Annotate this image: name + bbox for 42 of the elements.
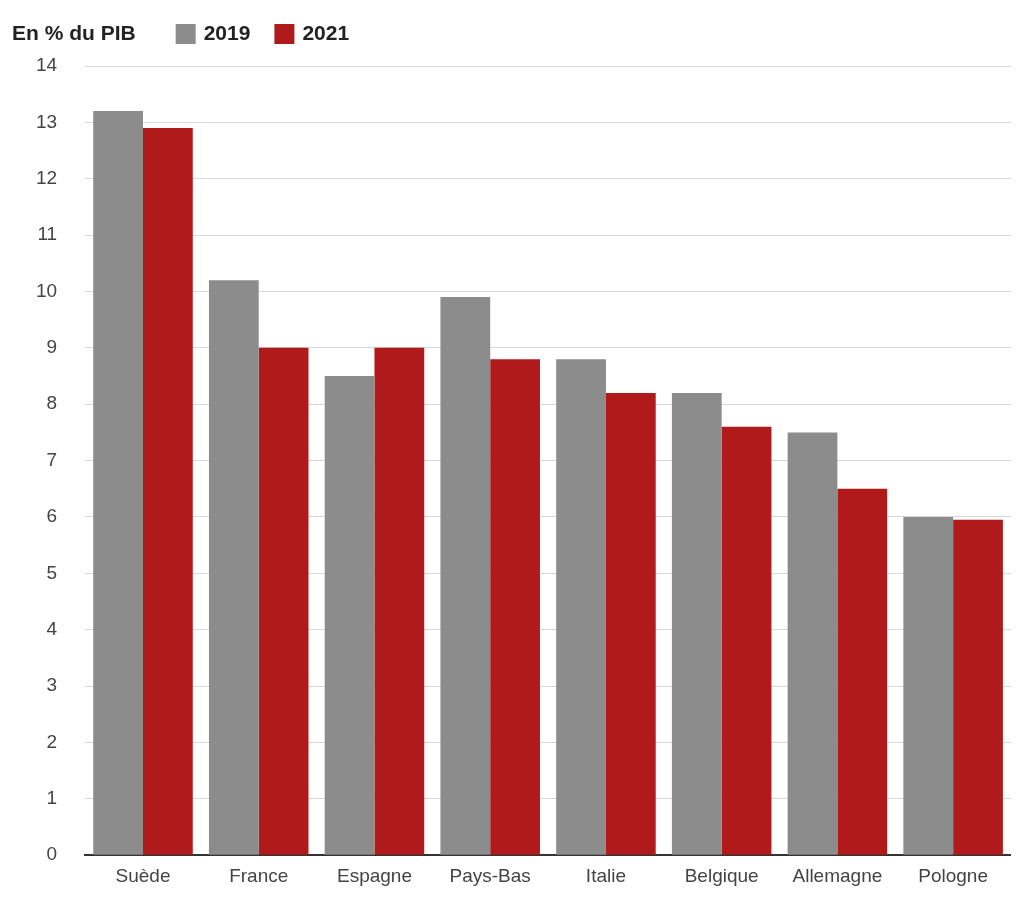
- bar: [721, 426, 772, 855]
- bar: [93, 111, 143, 855]
- y-tick-label: 0: [46, 843, 58, 865]
- bar: [258, 347, 309, 855]
- y-tick-label: 11: [37, 223, 58, 245]
- bar: [440, 297, 491, 855]
- bar: [605, 392, 656, 855]
- legend-label: 2021: [302, 20, 350, 44]
- y-tick-label: 2: [46, 730, 58, 752]
- bar: [324, 376, 375, 855]
- bar: [671, 392, 722, 855]
- bar: [374, 347, 425, 855]
- y-tick-label: 7: [46, 448, 58, 470]
- legend-label: 2019: [203, 20, 251, 44]
- y-axis-title: En % du PIB: [12, 20, 136, 44]
- y-tick-label: 6: [46, 505, 58, 527]
- x-tick-label: Belgique: [684, 864, 759, 886]
- bar: [787, 432, 838, 855]
- y-tick-label: 5: [46, 561, 58, 583]
- y-tick-label: 14: [35, 54, 58, 76]
- x-tick-label: Pologne: [918, 864, 988, 886]
- x-tick-label: France: [229, 864, 289, 886]
- y-tick-label: 3: [46, 674, 58, 696]
- bar: [556, 359, 606, 855]
- x-tick-label: Suède: [115, 864, 171, 886]
- y-tick-label: 13: [35, 110, 58, 132]
- x-tick-label: Espagne: [336, 864, 412, 886]
- bar: [208, 280, 259, 855]
- y-tick-label: 10: [35, 279, 58, 301]
- y-tick-label: 8: [46, 392, 58, 414]
- bar: [143, 128, 193, 855]
- y-tick-label: 1: [46, 787, 58, 809]
- bar: [903, 516, 954, 855]
- y-tick-label: 12: [35, 166, 58, 188]
- y-tick-label: 9: [46, 336, 58, 358]
- x-tick-label: Italie: [585, 864, 626, 886]
- x-tick-label: Allemagne: [792, 864, 883, 886]
- bar: [490, 359, 540, 855]
- bar: [837, 488, 888, 855]
- x-tick-label: Pays-Bas: [449, 864, 531, 886]
- y-tick-label: 4: [46, 617, 58, 639]
- bar: [953, 519, 1003, 855]
